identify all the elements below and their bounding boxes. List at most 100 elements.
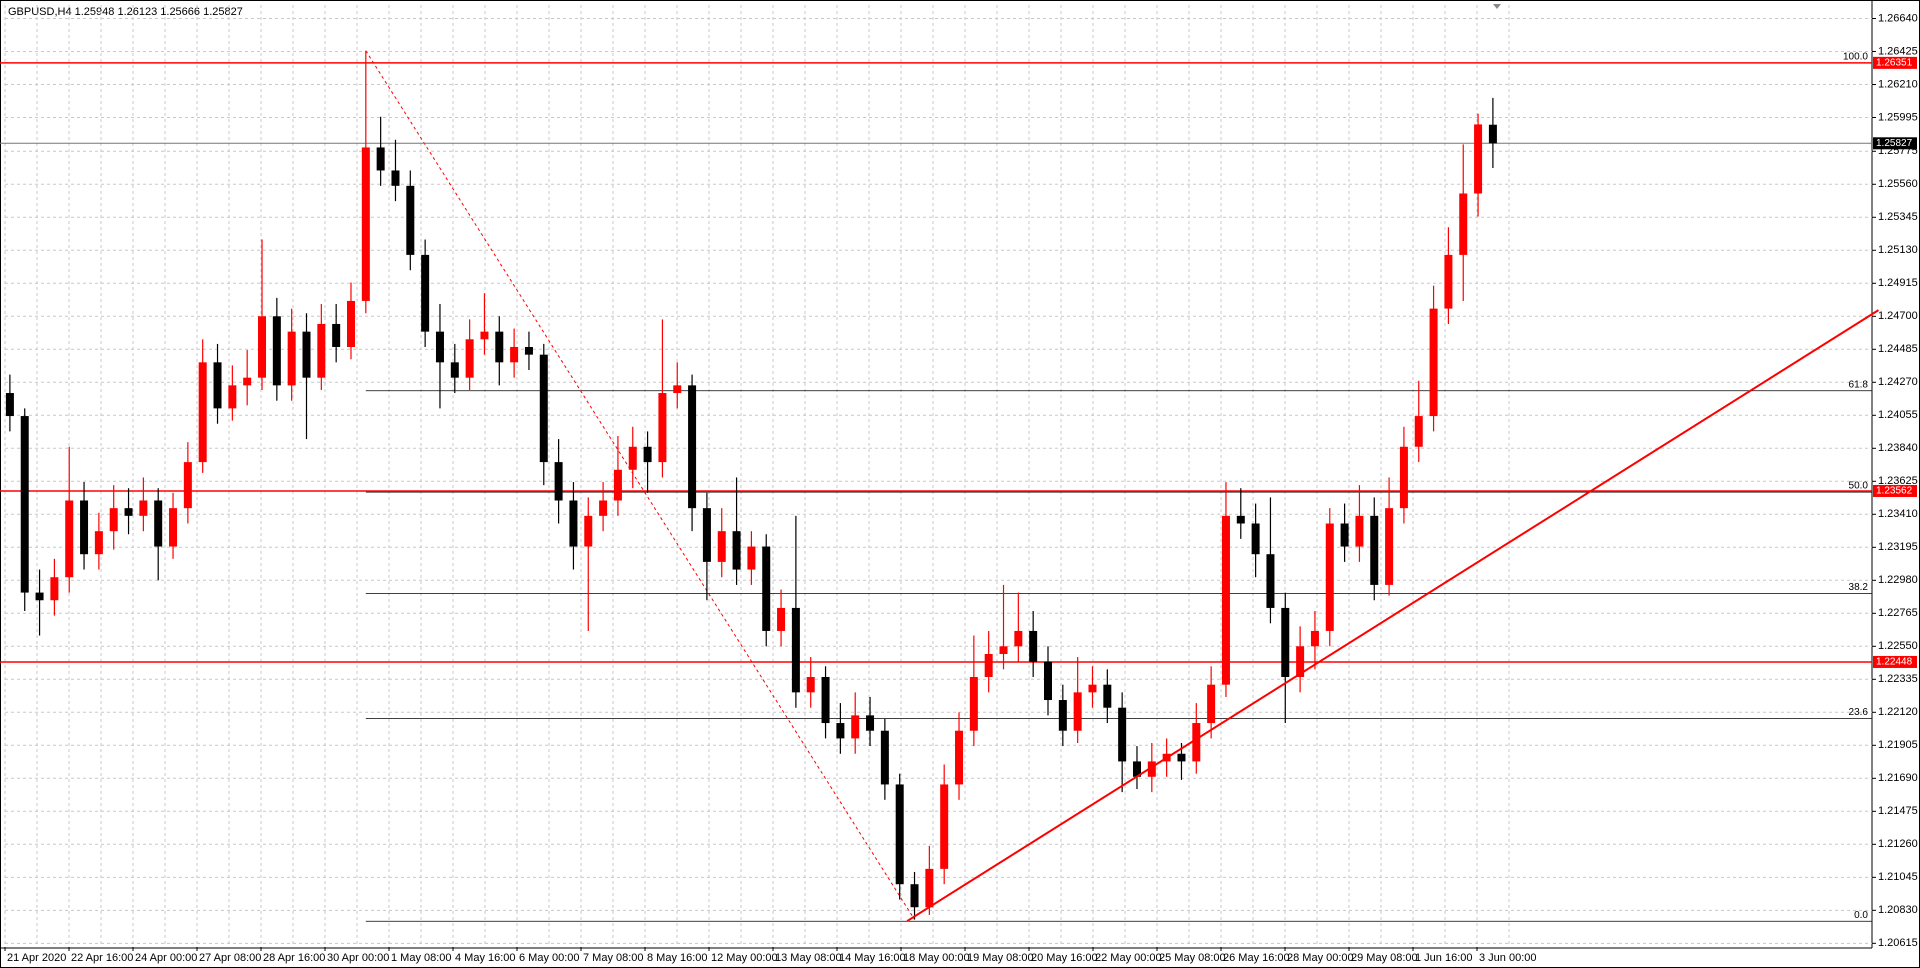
- candle-body: [791, 607, 800, 693]
- y-tick-label: 1.26425: [1878, 45, 1918, 57]
- candle-body: [569, 500, 578, 547]
- x-tick-label: 8 May 16:00: [647, 952, 708, 964]
- x-tick-label: 27 Apr 08:00: [199, 952, 261, 964]
- candle-body: [406, 185, 415, 255]
- candle-body: [154, 500, 163, 547]
- y-tick-label: 1.23840: [1878, 442, 1918, 454]
- y-tick-label: 1.23625: [1878, 475, 1918, 487]
- candle-body: [762, 546, 771, 631]
- candle-body: [1281, 607, 1290, 678]
- candle-body: [1177, 753, 1186, 762]
- price-tag-label: 1.23562: [1876, 486, 1913, 497]
- y-tick-label: 1.24485: [1878, 343, 1918, 355]
- y-tick-label: 1.22335: [1878, 673, 1918, 685]
- candle-body: [480, 331, 489, 340]
- candle-body: [1073, 692, 1082, 731]
- candle-body: [806, 677, 815, 693]
- candle-body: [1459, 193, 1468, 255]
- candle-body: [984, 653, 993, 678]
- x-tick-label: 20 May 16:00: [1031, 952, 1098, 964]
- candle-body: [999, 646, 1008, 654]
- candle-body: [1147, 761, 1156, 777]
- candle-body: [228, 385, 237, 409]
- candle-body: [910, 884, 919, 908]
- candle-body: [836, 723, 845, 739]
- candle-body: [1296, 646, 1305, 678]
- candle-body: [1488, 124, 1497, 144]
- x-tick-label: 24 Apr 00:00: [135, 952, 197, 964]
- y-tick-label: 1.22120: [1878, 706, 1918, 718]
- y-tick-label: 1.24700: [1878, 310, 1918, 322]
- y-tick-label: 1.20615: [1878, 937, 1918, 949]
- candle-body: [1118, 707, 1127, 762]
- y-tick-label: 1.24055: [1878, 409, 1918, 421]
- x-tick-label: 12 May 00:00: [711, 952, 778, 964]
- fib-label: 61.8: [1849, 379, 1869, 390]
- x-tick-label: 4 May 16:00: [455, 952, 516, 964]
- candle-body: [673, 385, 682, 394]
- y-tick-label: 1.22765: [1878, 607, 1918, 619]
- x-tick-label: 3 Jun 00:00: [1479, 952, 1537, 964]
- candle-body: [258, 316, 267, 378]
- candle-body: [1044, 661, 1052, 701]
- price-tag: [1873, 655, 1917, 668]
- x-tick-label: 22 May 00:00: [1095, 952, 1162, 964]
- price-tag: [1873, 56, 1917, 69]
- candle-body: [1058, 700, 1067, 731]
- x-tick-label: 6 May 00:00: [519, 952, 580, 964]
- candle-body: [702, 508, 711, 562]
- x-tick-label: 7 May 08:00: [583, 952, 644, 964]
- candle-body: [1192, 723, 1201, 762]
- x-tick-label: 28 Apr 16:00: [263, 952, 325, 964]
- fib-label: 50.0: [1849, 481, 1869, 492]
- candle-body: [643, 446, 652, 463]
- candle-body: [1251, 523, 1260, 555]
- candle-body: [183, 462, 192, 509]
- candle-body: [955, 730, 964, 785]
- x-tick-label: 22 Apr 16:00: [71, 952, 133, 964]
- y-tick-label: 1.21045: [1878, 871, 1918, 883]
- candle-body: [688, 385, 697, 509]
- candle-body: [1088, 684, 1097, 693]
- x-tick-label: 1 May 08:00: [391, 952, 452, 964]
- price-tag-label: 1.25827: [1876, 138, 1913, 149]
- candle-body: [777, 607, 786, 631]
- fib-label: 0.0: [1854, 910, 1868, 921]
- candle-body: [658, 393, 667, 463]
- fib-label: 38.2: [1849, 582, 1869, 593]
- candle-body: [198, 362, 207, 463]
- y-tick-label: 1.24915: [1878, 277, 1918, 289]
- y-tick-label: 1.20830: [1878, 904, 1918, 916]
- y-tick-label: 1.25130: [1878, 244, 1918, 256]
- x-tick-label: 21 Apr 2020: [7, 952, 66, 964]
- candle-body: [1385, 508, 1394, 585]
- candle-body: [732, 531, 741, 570]
- candle-body: [539, 354, 548, 463]
- shift-marker: [1493, 4, 1501, 9]
- candle-body: [65, 500, 74, 578]
- x-tick-label: 29 May 08:00: [1351, 952, 1418, 964]
- candle-body: [124, 508, 133, 516]
- candle-body: [1310, 630, 1319, 647]
- candle-body: [584, 515, 593, 547]
- candle-body: [851, 715, 860, 739]
- candle-body: [1355, 515, 1364, 547]
- candle-body: [361, 147, 370, 301]
- candle-body: [1474, 124, 1483, 194]
- y-tick-label: 1.26210: [1878, 78, 1918, 90]
- candle-body: [1325, 523, 1334, 631]
- candle-body: [1370, 515, 1379, 585]
- x-tick-label: 28 May 00:00: [1287, 952, 1354, 964]
- candle-body: [317, 323, 326, 378]
- candle-body: [1236, 515, 1245, 524]
- candle-body: [1221, 515, 1230, 685]
- candle-body: [243, 377, 252, 386]
- candle-body: [969, 677, 978, 731]
- y-tick-label: 1.23195: [1878, 541, 1918, 553]
- candle-body: [50, 577, 59, 601]
- candle-body: [5, 393, 14, 417]
- y-tick-label: 1.24270: [1878, 376, 1918, 388]
- candle-body: [1207, 684, 1216, 724]
- price-tag-label: 1.22448: [1876, 657, 1913, 668]
